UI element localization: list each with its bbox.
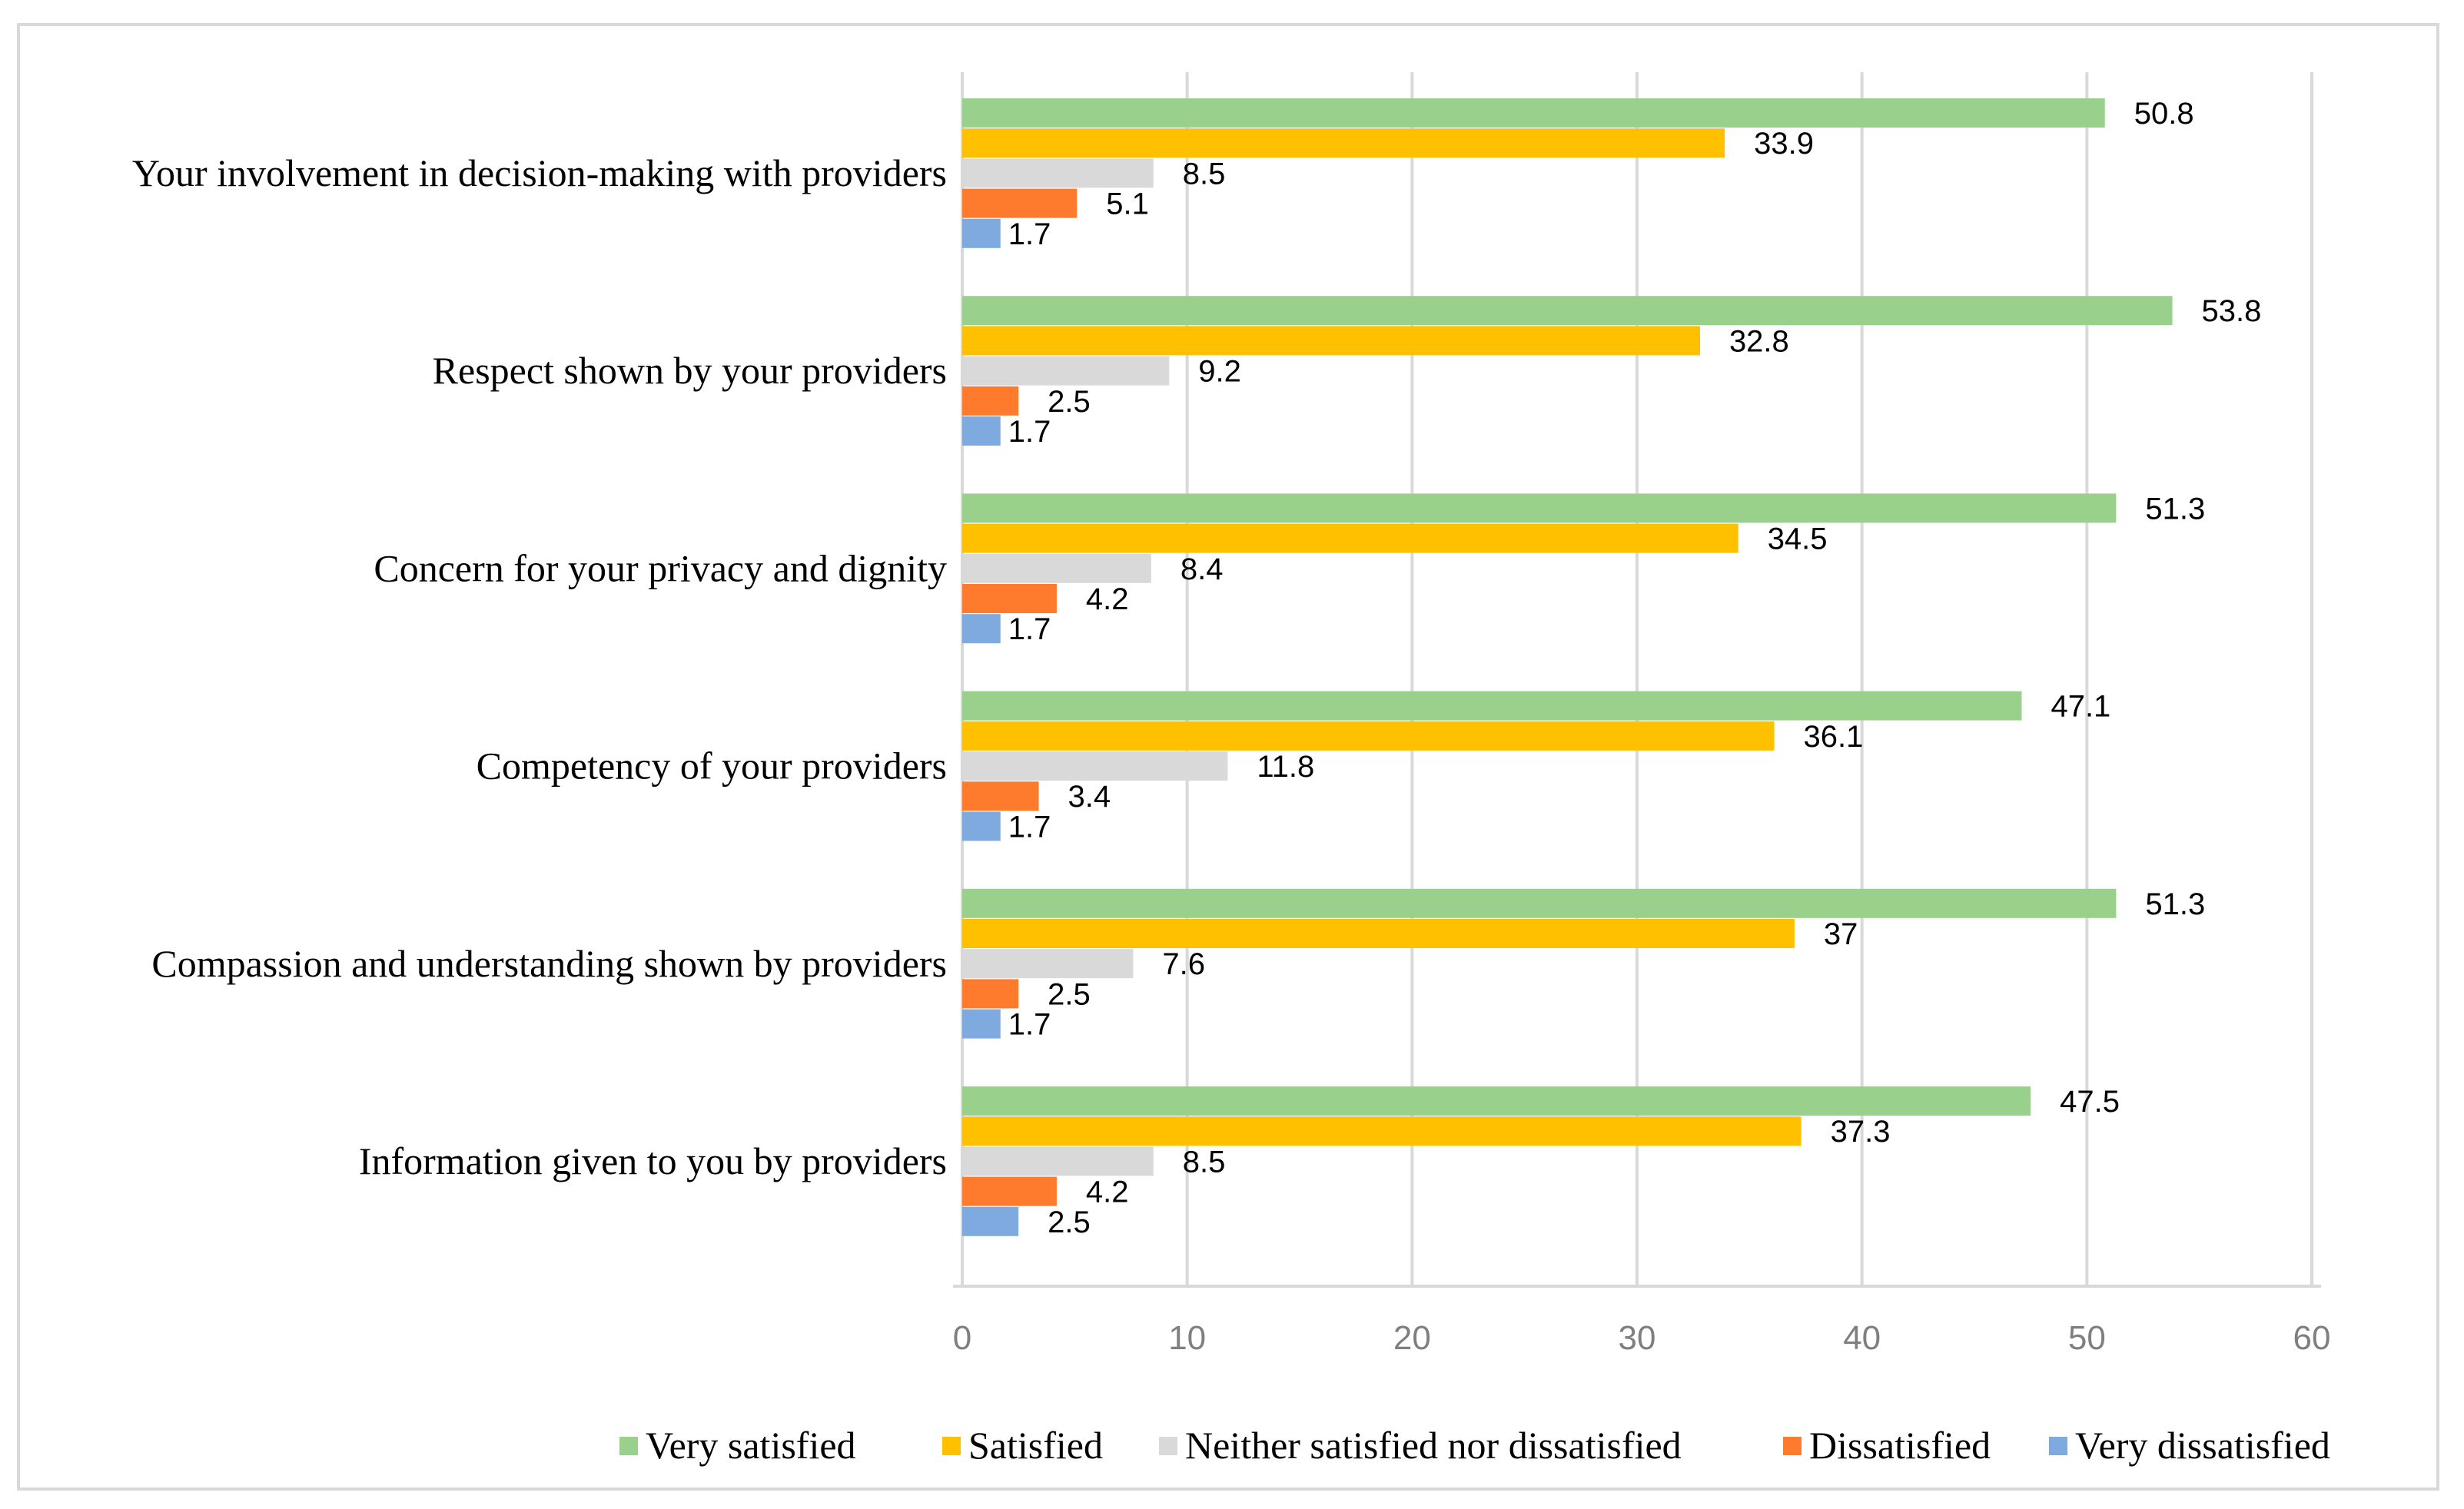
bar-satisfied <box>962 128 1725 158</box>
bar-very-dissatisfied <box>962 218 1001 248</box>
bar-very-satisfied <box>962 691 2022 721</box>
data-label: 37 <box>1824 917 1858 951</box>
x-tick-label: 50 <box>2068 1319 2106 1357</box>
data-label: 2.5 <box>1048 385 1091 419</box>
data-label: 8.4 <box>1181 552 1224 586</box>
x-axis-ticks: 0 10 20 30 40 50 60 <box>953 1319 2331 1357</box>
bar-satisfied <box>962 721 1775 751</box>
x-tick-label: 0 <box>953 1319 971 1357</box>
legend-swatch <box>619 1437 638 1455</box>
legend-label: Very dissatisfied <box>2075 1424 2330 1467</box>
data-label: 33.9 <box>1754 127 1814 161</box>
data-label: 11.8 <box>1257 750 1314 784</box>
x-tick-label: 10 <box>1168 1319 1206 1357</box>
bar-satisfied <box>962 326 1700 356</box>
data-label: 5.1 <box>1106 187 1149 221</box>
legend-label: Dissatisfied <box>1809 1424 1991 1467</box>
category-label: Your involvement in decision-making with… <box>132 151 947 194</box>
data-label: 7.6 <box>1162 947 1205 981</box>
data-label: 36.1 <box>1804 720 1864 754</box>
category-labels: Your involvement in decision-making with… <box>132 151 947 1182</box>
data-label: 47.5 <box>2060 1085 2120 1119</box>
bar-neither-satisfied-nor-dissatisfied <box>962 553 1151 583</box>
data-label: 2.5 <box>1048 1206 1091 1239</box>
bar-chart: 50.833.98.55.11.753.832.89.22.51.751.334… <box>132 72 2331 1467</box>
bar-very-dissatisfied <box>962 1009 1001 1039</box>
data-label: 37.3 <box>1831 1115 1891 1149</box>
data-label: 51.3 <box>2145 492 2205 526</box>
bar-dissatisfied <box>962 781 1039 811</box>
data-label: 34.5 <box>1768 522 1828 556</box>
legend-swatch <box>1159 1437 1177 1455</box>
data-label: 4.2 <box>1086 582 1129 616</box>
bar-very-satisfied <box>962 1086 2031 1116</box>
bar-dissatisfied <box>962 1176 1057 1206</box>
bar-dissatisfied <box>962 386 1019 416</box>
category-label: Concern for your privacy and dignity <box>374 546 947 589</box>
category-label: Compassion and understanding shown by pr… <box>151 942 947 985</box>
legend-swatch <box>2049 1437 2067 1455</box>
bar-very-satisfied <box>962 296 2173 326</box>
bar-neither-satisfied-nor-dissatisfied <box>962 949 1134 979</box>
data-label: 1.7 <box>1008 415 1051 449</box>
x-tick-label: 40 <box>1843 1319 1881 1357</box>
legend-swatch <box>942 1437 961 1455</box>
legend: Very satisfied Satisfied Neither satisfied… <box>619 1424 2330 1467</box>
bar-satisfied <box>962 1116 1802 1146</box>
bar-satisfied <box>962 919 1795 948</box>
bar-very-dissatisfied <box>962 614 1001 644</box>
legend-label: Very satisfied <box>646 1424 856 1467</box>
category-label: Respect shown by your providers <box>433 349 947 392</box>
data-label: 2.5 <box>1048 977 1091 1011</box>
bar-very-satisfied <box>962 493 2117 523</box>
data-label: 32.8 <box>1729 324 1789 358</box>
data-label: 47.1 <box>2051 690 2110 724</box>
data-label: 3.4 <box>1068 780 1111 814</box>
bar-neither-satisfied-nor-dissatisfied <box>962 158 1154 188</box>
bars: 50.833.98.55.11.753.832.89.22.51.751.334… <box>962 97 2261 1239</box>
data-label: 1.7 <box>1008 810 1051 844</box>
bar-dissatisfied <box>962 188 1078 218</box>
data-label: 1.7 <box>1008 1008 1051 1042</box>
data-label: 53.8 <box>2202 294 2262 328</box>
legend-swatch <box>1783 1437 1802 1455</box>
bar-very-dissatisfied <box>962 1206 1019 1236</box>
data-label: 50.8 <box>2134 97 2194 131</box>
legend-label: Satisfied <box>968 1424 1103 1467</box>
bar-neither-satisfied-nor-dissatisfied <box>962 356 1170 386</box>
bar-neither-satisfied-nor-dissatisfied <box>962 751 1228 781</box>
legend-label: Neither satisfied nor dissatisfied <box>1185 1424 1682 1467</box>
data-label: 4.2 <box>1086 1176 1129 1209</box>
bar-satisfied <box>962 523 1738 553</box>
chart-frame: 50.8 33.9 8.5 5.1 1.7 53.8 32.8 9.2 2.5 1.7 51.3 34… <box>17 23 2439 1491</box>
bar-very-dissatisfied <box>962 416 1001 446</box>
data-label: 51.3 <box>2145 887 2205 921</box>
x-tick-label: 60 <box>2293 1319 2331 1357</box>
data-label: 8.5 <box>1183 157 1226 191</box>
bar-very-dissatisfied <box>962 811 1001 841</box>
bar-very-satisfied <box>962 888 2117 918</box>
category-label: Competency of your providers <box>477 745 947 788</box>
bar-dissatisfied <box>962 979 1019 1009</box>
data-label: 1.7 <box>1008 612 1051 646</box>
bar-dissatisfied <box>962 584 1057 613</box>
data-label: 8.5 <box>1183 1145 1226 1179</box>
bar-very-satisfied <box>962 98 2105 128</box>
x-tick-label: 30 <box>1619 1319 1656 1357</box>
gridlines <box>953 72 2321 1288</box>
data-label: 1.7 <box>1008 217 1051 251</box>
category-label: Information given to you by providers <box>359 1139 947 1182</box>
bar-neither-satisfied-nor-dissatisfied <box>962 1146 1154 1176</box>
data-label: 9.2 <box>1198 355 1241 389</box>
x-tick-label: 20 <box>1393 1319 1431 1357</box>
